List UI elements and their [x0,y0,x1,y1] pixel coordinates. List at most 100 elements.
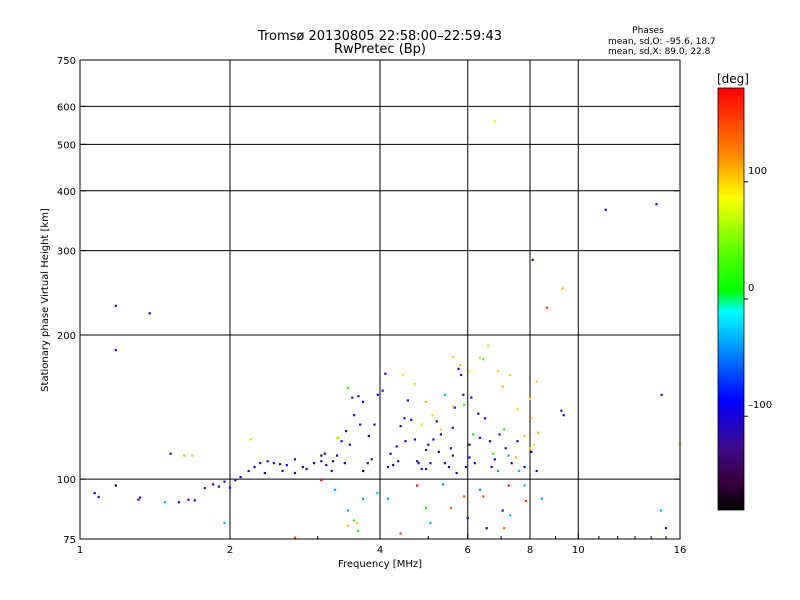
data-point [545,306,549,309]
colorbar-tick-label: –100 [748,400,772,411]
data-point [281,469,284,473]
data-point [441,483,445,486]
data-point [425,400,428,403]
data-point [366,462,369,465]
y-tick-label: 400 [57,187,76,198]
data-point [509,373,512,377]
data-point [212,483,215,486]
data-point [223,521,226,525]
data-point [138,496,142,499]
data-point [193,499,196,502]
data-point [429,521,432,525]
data-point [483,417,487,420]
data-point [169,452,172,455]
chart-title: Tromsø 20130805 22:58:00–22:59:43 [257,29,502,44]
data-point [420,423,423,426]
data-point [443,462,447,465]
data-point [370,458,373,461]
data-point [460,373,463,377]
data-point [451,454,454,457]
data-point [406,399,409,402]
data-point [431,414,434,417]
data-point [337,436,340,439]
data-point [485,527,488,530]
data-point [228,486,232,489]
data-point [466,516,469,520]
data-point [429,462,432,465]
data-point [504,447,507,450]
colorbar-ticks: 100 0 –100 [744,166,772,417]
data-point [97,495,100,499]
data-point [403,417,406,420]
data-point [234,479,237,482]
data-point [437,450,440,453]
colorbar-tick-label: 0 [748,283,754,294]
data-point [410,418,413,421]
data-point [247,469,250,473]
axis-ticks: 1 2 4 6 8 10 16 75 100 200 300 400 500 600 750 [57,56,686,556]
data-point [351,396,354,399]
y-tick-label: 600 [57,102,76,113]
data-point [417,462,420,465]
data-point [384,372,387,375]
data-point [516,440,519,443]
data-point [482,495,485,498]
data-point [535,469,538,473]
data-point [496,370,500,373]
y-axis-title: Stationary phase Virtual Height [km] [40,208,51,392]
x-tick-label: 16 [674,545,687,556]
y-tick-label: 300 [57,247,76,258]
data-point [451,426,454,429]
data-point [356,521,359,525]
data-point [655,203,658,206]
data-point [501,509,504,512]
data-point [473,462,476,465]
y-tick-label: 750 [57,56,76,67]
data-point [425,507,428,510]
data-point [392,463,395,467]
data-point [503,527,506,530]
data-point [191,454,194,457]
data-point [114,304,117,307]
data-point [425,467,428,471]
data-point [523,465,526,469]
data-point [266,460,269,463]
data-points [93,120,682,539]
data-point [340,440,343,443]
data-point [386,465,390,469]
x-tick-label: 8 [527,545,533,556]
data-point [330,469,333,473]
data-point [439,433,442,436]
data-point [367,434,370,438]
y-tick-label: 75 [63,535,76,546]
x-tick-label: 2 [227,545,233,556]
data-point [561,287,564,290]
data-point [531,258,534,261]
data-point [373,423,376,426]
data-point [293,458,297,461]
data-point [540,497,543,500]
data-point [459,364,462,367]
data-point [455,471,458,475]
data-point [376,492,379,495]
data-point [362,469,365,473]
x-axis-title: Frequency [MHz] [338,559,422,570]
data-point [493,120,496,123]
data-point [420,467,423,471]
data-point [333,488,337,491]
data-point [353,414,356,417]
data-point [470,396,473,399]
data-point [359,423,362,426]
data-point [478,488,482,491]
data-point [399,425,402,428]
grid-lines [80,60,680,539]
x-tick-label: 4 [377,545,383,556]
data-point [457,367,460,370]
data-point [381,389,384,392]
data-point [509,514,512,517]
data-point [362,497,365,500]
data-point [203,486,206,490]
data-point [487,344,490,347]
data-point [148,312,151,315]
data-point [404,440,407,443]
